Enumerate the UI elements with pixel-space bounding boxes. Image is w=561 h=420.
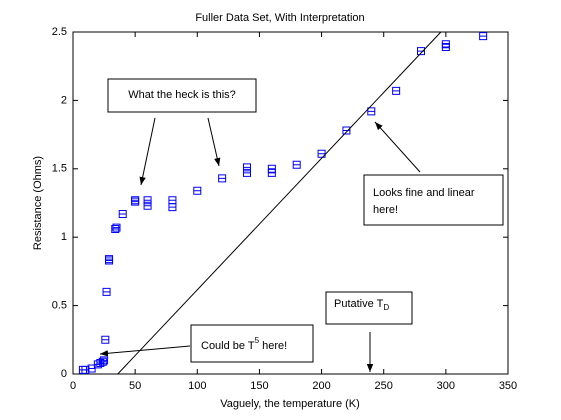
superscript: 5 (255, 336, 260, 345)
data-point (112, 223, 121, 232)
annotation-text: here! (373, 204, 398, 216)
data-point (367, 107, 376, 116)
data-point (479, 32, 488, 41)
data-point (105, 256, 114, 265)
data-point (218, 174, 227, 183)
x-tick-label: 350 (499, 380, 517, 392)
y-tick-label: 2.5 (52, 26, 67, 38)
data-point (317, 149, 326, 158)
annotation-box (107, 78, 257, 113)
x-axis-label: Vaguely, the temperature (K) (220, 398, 360, 410)
annotations: What the heck is this? Looks fine and li… (99, 78, 504, 372)
y-tick-label: 0.5 (52, 300, 67, 312)
plot-area: 0 50 100 150 200 250 300 350 0 0.5 1 1.5 2 2.5 (52, 26, 517, 392)
data-point (267, 164, 276, 173)
x-tick-label: 250 (375, 380, 393, 392)
data-point (101, 335, 110, 344)
annotation-box (190, 324, 314, 363)
x-tick-label: 150 (250, 380, 268, 392)
arrow (139, 117, 156, 186)
data-point (143, 201, 152, 210)
data-point (267, 168, 276, 177)
annotation-text: Could be T (201, 340, 255, 352)
arrow (207, 117, 221, 167)
data-point (100, 356, 109, 365)
data-point (193, 186, 202, 195)
y-axis-label: Resistance (Ohms) (32, 156, 44, 250)
data-point (168, 196, 177, 205)
arrow (374, 121, 421, 173)
x-tick-label: 200 (312, 380, 330, 392)
data-point (292, 160, 301, 169)
data-point (87, 364, 96, 373)
subscript: D (383, 303, 389, 312)
arrow (99, 345, 191, 357)
annotation-box (325, 291, 413, 325)
data-point (441, 40, 450, 49)
y-tick-label: 0 (61, 368, 67, 380)
data-point (243, 168, 251, 177)
x-tick-label: 300 (437, 380, 455, 392)
data-point (342, 126, 351, 135)
y-tick-label: 1.5 (52, 163, 67, 175)
annotation-text: What the heck is this? (128, 89, 236, 101)
annotation-text: here! (259, 340, 287, 352)
data-point (118, 209, 127, 218)
data-point (143, 196, 152, 205)
data-point (131, 197, 140, 206)
annotation-text: Could be T5 here! (201, 336, 287, 352)
y-tick-label: 1 (61, 231, 67, 243)
chart-title: Fuller Data Set, With Interpretation (195, 12, 364, 24)
annotation-box (363, 174, 504, 226)
annotation-text: Putative T (334, 298, 384, 310)
x-tick-label: 50 (129, 380, 141, 392)
data-point (102, 287, 111, 296)
x-tick-label: 100 (188, 380, 206, 392)
data-point (243, 163, 251, 172)
y-tick-label: 2 (61, 94, 67, 106)
fit-line (117, 31, 442, 375)
data-point (392, 86, 401, 95)
annotation-text: Looks fine and linear (373, 187, 475, 199)
x-tick-label: 0 (70, 380, 76, 392)
annotation-text: Putative TD (334, 298, 389, 312)
